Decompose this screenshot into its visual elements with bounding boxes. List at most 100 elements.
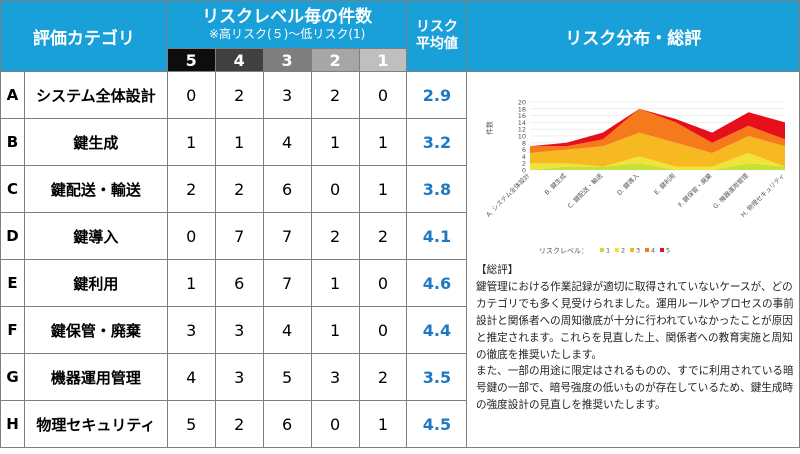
row-average: 4.4	[406, 306, 468, 354]
row-letter: F	[0, 306, 25, 354]
header-level-subtitle: ※高リスク(５)～低リスク(1)	[208, 27, 366, 41]
count-cell: 1	[358, 400, 408, 448]
count-cell: 0	[358, 71, 408, 119]
count-cell: 2	[310, 212, 360, 260]
area-series-level-1	[530, 163, 785, 170]
table-row: B 鍵生成 1 1 4 1 1 3.2	[0, 118, 800, 166]
row-average: 2.9	[406, 71, 468, 119]
count-cell: 2	[214, 71, 264, 119]
y-tick-label: 8	[522, 139, 526, 147]
row-letter: G	[0, 353, 25, 401]
y-axis-label: 件数	[485, 121, 494, 135]
row-average: 3.2	[406, 118, 468, 166]
count-cell: 1	[310, 259, 360, 307]
row-letter: A	[0, 71, 25, 119]
area-series-level-3	[530, 132, 785, 167]
count-cell: 2	[310, 71, 360, 119]
y-tick-label: 18	[518, 105, 526, 113]
legend-swatch	[630, 248, 634, 252]
y-tick-label: 12	[518, 126, 526, 134]
count-cell: 1	[166, 118, 216, 166]
level-1-header: 1	[358, 48, 408, 72]
count-cell: 6	[262, 165, 312, 213]
row-average: 3.8	[406, 165, 468, 213]
header-average-line2: 平均値	[415, 36, 458, 52]
row-category: 鍵導入	[23, 212, 168, 260]
header-category: 評価カテゴリ	[0, 0, 168, 72]
count-cell: 1	[310, 118, 360, 166]
table-row: G 機器運用管理 4 3 5 3 2 3.5	[0, 353, 800, 401]
legend-label: 2	[621, 247, 625, 255]
table-row: F 鍵保管・廃棄 3 3 4 1 0 4.4	[0, 306, 800, 354]
y-tick-label: 0	[522, 167, 526, 175]
level-3-header: 3	[262, 48, 312, 72]
legend-title: リスクレベル：	[539, 247, 588, 255]
legend-label: 4	[651, 247, 655, 255]
area-series-level-4	[530, 108, 785, 153]
row-category: システム全体設計	[23, 71, 168, 119]
count-cell: 7	[262, 212, 312, 260]
summary-paragraph-2: また、一部の用途に限定はされるものの、すでに利用されている暗号鍵の一部で、暗号強…	[476, 365, 794, 412]
count-cell: 0	[358, 306, 408, 354]
row-average: 4.1	[406, 212, 468, 260]
legend-swatch	[600, 248, 604, 252]
count-cell: 4	[166, 353, 216, 401]
x-tick-label: D. 鍵導入	[615, 171, 641, 197]
legend-swatch	[660, 248, 664, 252]
table-row: D 鍵導入 0 7 7 2 2 4.1	[0, 212, 800, 260]
row-category: 鍵配送・輸送	[23, 165, 168, 213]
count-cell: 3	[310, 353, 360, 401]
count-cell: 3	[214, 353, 264, 401]
count-cell: 0	[310, 400, 360, 448]
row-letter: C	[0, 165, 25, 213]
row-category: 鍵保管・廃棄	[23, 306, 168, 354]
count-cell: 1	[166, 259, 216, 307]
row-average: 4.6	[406, 259, 468, 307]
count-cell: 2	[358, 212, 408, 260]
y-tick-label: 2	[522, 160, 526, 168]
count-cell: 3	[262, 71, 312, 119]
row-letter: B	[0, 118, 25, 166]
count-cell: 6	[262, 400, 312, 448]
row-category: 鍵生成	[23, 118, 168, 166]
area-series-level-5	[530, 108, 785, 147]
y-tick-label: 4	[522, 153, 526, 161]
count-cell: 7	[262, 259, 312, 307]
y-tick-label: 16	[518, 112, 526, 120]
count-cell: 2	[214, 400, 264, 448]
count-cell: 3	[214, 306, 264, 354]
count-cell: 1	[358, 165, 408, 213]
count-cell: 1	[310, 306, 360, 354]
count-cell: 0	[310, 165, 360, 213]
count-cell: 4	[262, 306, 312, 354]
count-cell: 7	[214, 212, 264, 260]
row-category: 機器運用管理	[23, 353, 168, 401]
header-average-line1: リスク	[415, 19, 458, 35]
row-average: 3.5	[406, 353, 468, 401]
row-average: 4.5	[406, 400, 468, 448]
legend-swatch	[645, 248, 649, 252]
legend-label: 1	[606, 247, 610, 255]
legend-label: 3	[636, 247, 640, 255]
legend-swatch	[615, 248, 619, 252]
x-tick-label: E. 鍵利用	[652, 171, 677, 196]
x-tick-label: B. 鍵生成	[542, 171, 568, 197]
table-row: E 鍵利用 1 6 7 1 0 4.6	[0, 259, 800, 307]
row-letter: H	[0, 400, 25, 448]
count-cell: 5	[166, 400, 216, 448]
level-5-header: 5	[166, 48, 216, 72]
count-cell: 2	[166, 165, 216, 213]
count-cell: 0	[166, 71, 216, 119]
x-tick-label: G. 機器運用管理	[711, 171, 751, 211]
row-letter: D	[0, 212, 25, 260]
count-cell: 1	[358, 118, 408, 166]
x-tick-label: C. 鍵配送・輸送	[565, 171, 605, 211]
header-distribution: リスク分布・総評	[466, 0, 800, 72]
count-cell: 0	[166, 212, 216, 260]
level-2-header: 2	[310, 48, 360, 72]
y-tick-label: 10	[518, 133, 526, 141]
header-level-count: リスクレベル毎の件数 ※高リスク(５)～低リスク(1)	[166, 0, 408, 49]
